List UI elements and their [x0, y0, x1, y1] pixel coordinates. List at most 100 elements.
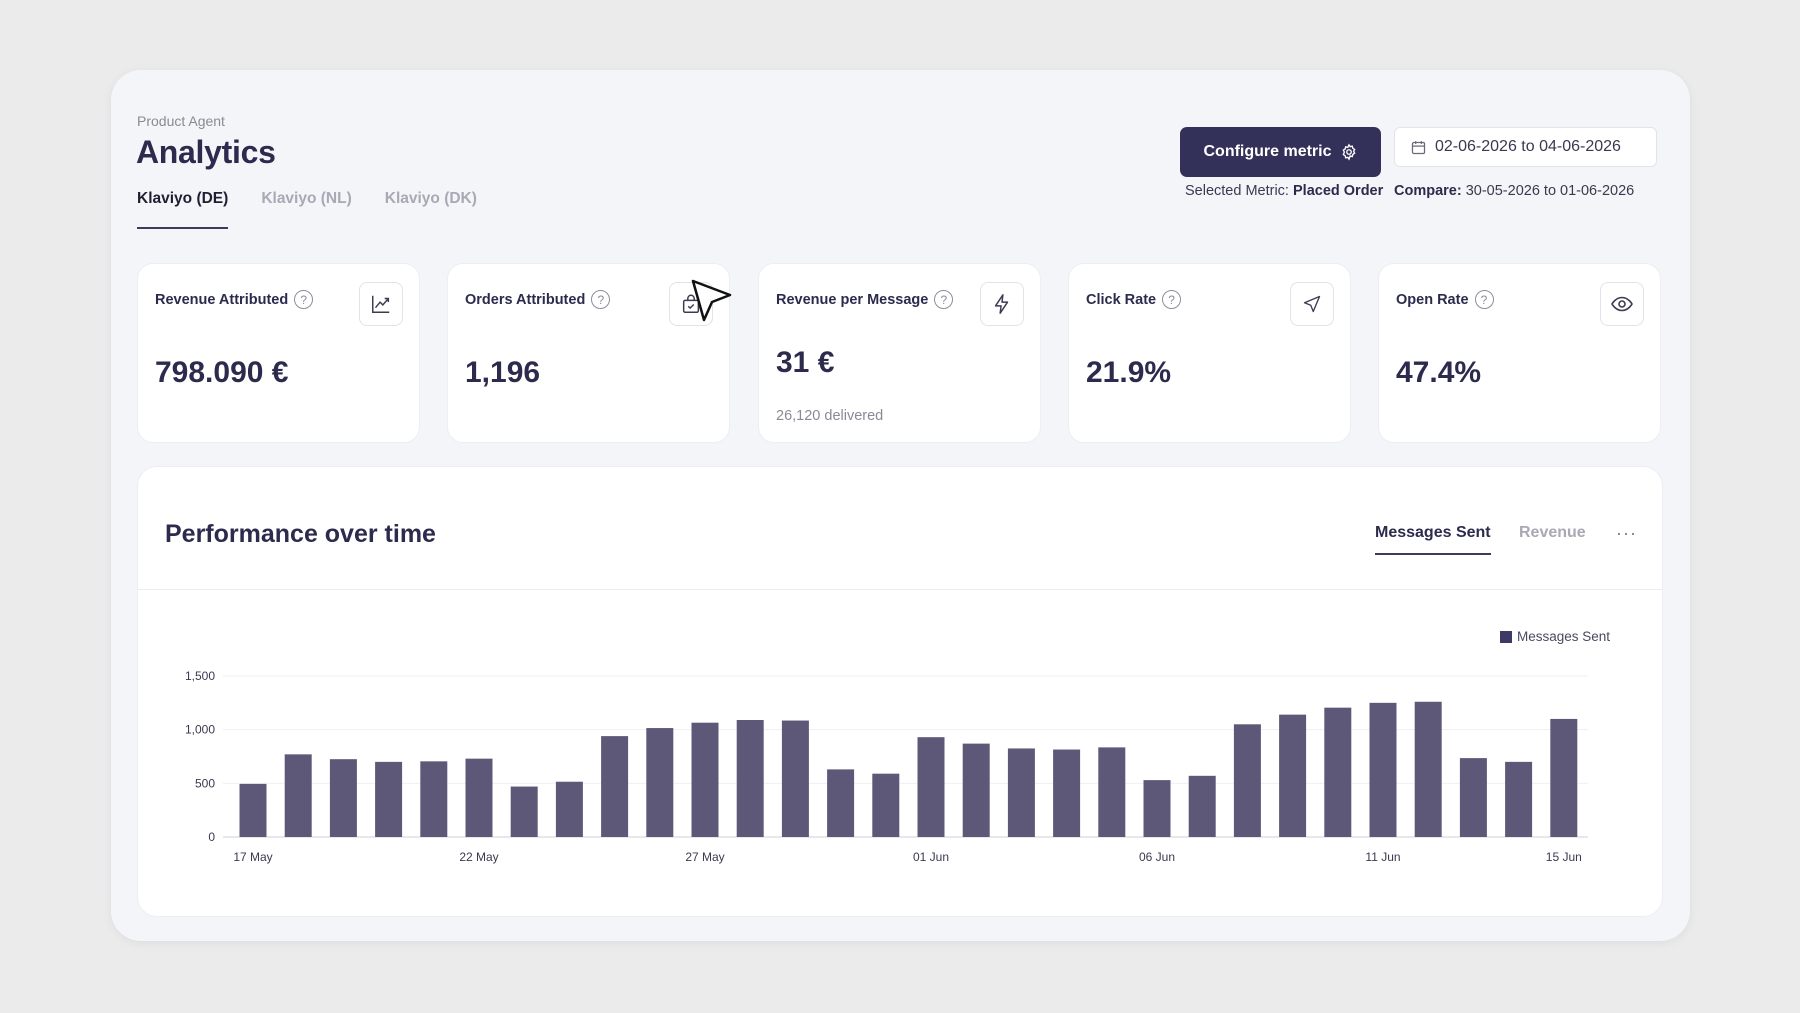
bar-28-may[interactable]	[736, 720, 764, 837]
kpi-card-revenue-attributed: Revenue Attributed ? 798.090 €	[137, 263, 420, 443]
calendar-icon	[1411, 140, 1426, 154]
y-tick-label: 500	[195, 776, 215, 790]
gear-icon	[1341, 143, 1356, 161]
mouse-pointer-icon	[691, 279, 732, 322]
date-range-text: 02-06-2026 to 04-06-2026	[1435, 138, 1621, 155]
compare-range: Compare: 30-05-2026 to 01-06-2026	[1394, 183, 1634, 199]
account-tabs: Klaviyo (DE) Klaviyo (NL) Klaviyo (DK)	[137, 190, 477, 230]
bar-23-may[interactable]	[510, 786, 538, 837]
y-tick-label: 1,000	[185, 723, 215, 737]
bar-30-may[interactable]	[827, 769, 855, 837]
kpi-card-click-rate: Click Rate ? 21.9%	[1068, 263, 1351, 443]
help-icon[interactable]: ?	[934, 290, 954, 309]
selected-metric-value: Placed Order	[1293, 183, 1384, 199]
bar-07-jun[interactable]	[1188, 775, 1216, 837]
bar-20-may[interactable]	[375, 761, 403, 837]
legend-swatch	[1500, 630, 1512, 643]
x-tick-label: 22 May	[459, 850, 498, 864]
bar-19-may[interactable]	[329, 759, 357, 837]
compare-label: Compare:	[1394, 183, 1462, 199]
card-value: 47.4%	[1396, 356, 1482, 389]
bar-21-may[interactable]	[420, 761, 448, 837]
legend-label: Messages Sent	[1517, 629, 1611, 644]
bar-18-may[interactable]	[284, 754, 312, 837]
card-title: Revenue Attributed	[155, 291, 289, 308]
more-options-button[interactable]: ···	[1616, 523, 1637, 543]
tab-klaviyo-de[interactable]: Klaviyo (DE)	[137, 190, 229, 230]
bar-12-jun[interactable]	[1414, 701, 1442, 837]
help-icon[interactable]: ?	[1162, 290, 1182, 309]
kpi-card-open-rate: Open Rate ? 47.4%	[1378, 263, 1661, 443]
breadcrumb: Product Agent	[137, 113, 225, 129]
help-icon[interactable]: ?	[591, 290, 611, 309]
x-tick-label: 27 May	[685, 850, 724, 864]
selected-metric: Selected Metric: Placed Order	[1185, 183, 1383, 199]
card-title-wrap: Revenue per Message ?	[776, 290, 954, 309]
eye-icon	[1600, 282, 1644, 326]
bar-14-jun[interactable]	[1505, 761, 1533, 837]
card-value: 1,196	[465, 356, 541, 389]
bar-08-jun[interactable]	[1233, 724, 1261, 837]
bar-24-may[interactable]	[555, 781, 583, 837]
card-title-wrap: Revenue Attributed ?	[155, 290, 314, 309]
bar-13-jun[interactable]	[1459, 758, 1487, 837]
card-title: Click Rate	[1086, 291, 1157, 308]
navigation-arrow-icon	[1290, 282, 1334, 326]
bar-15-jun[interactable]	[1550, 718, 1578, 837]
bar-27-may[interactable]	[691, 722, 719, 837]
tab-klaviyo-dk[interactable]: Klaviyo (DK)	[384, 190, 477, 207]
bar-31-may[interactable]	[872, 773, 900, 837]
bar-02-jun[interactable]	[962, 743, 990, 837]
kpi-card-orders-attributed: Orders Attributed ? 1,196	[447, 263, 730, 443]
y-tick-label: 1,500	[185, 669, 215, 683]
x-tick-label: 11 Jun	[1365, 850, 1400, 864]
performance-panel: Performance over time Messages Sent Reve…	[137, 466, 1663, 917]
bar-17-may[interactable]	[239, 783, 267, 837]
bar-26-may[interactable]	[646, 728, 674, 837]
chart-legend: Messages Sent	[1500, 629, 1610, 644]
bar-01-jun[interactable]	[917, 737, 945, 837]
card-value: 21.9%	[1086, 356, 1172, 389]
card-title-wrap: Click Rate ?	[1086, 290, 1182, 309]
card-title: Revenue per Message	[776, 291, 929, 308]
kpi-card-revenue-per-message: Revenue per Message ? 31 € 26,120 delive…	[758, 263, 1041, 443]
configure-metric-label: Configure metric	[1203, 143, 1332, 160]
card-title-wrap: Open Rate ?	[1396, 290, 1494, 309]
card-title: Orders Attributed	[465, 291, 586, 308]
selected-metric-label: Selected Metric:	[1185, 183, 1289, 199]
y-tick-label: 0	[208, 830, 215, 844]
performance-header: Performance over time Messages Sent Reve…	[138, 467, 1662, 590]
tab-klaviyo-nl[interactable]: Klaviyo (NL)	[261, 190, 352, 207]
x-tick-label: 01 Jun	[913, 850, 949, 864]
performance-title: Performance over time	[165, 520, 436, 548]
card-title: Open Rate	[1396, 291, 1469, 308]
date-range-picker[interactable]: 02-06-2026 to 04-06-2026	[1394, 127, 1657, 167]
bar-09-jun[interactable]	[1279, 714, 1307, 837]
card-value: 31 €	[776, 346, 835, 379]
help-icon[interactable]: ?	[1474, 290, 1494, 309]
bar-06-jun[interactable]	[1143, 780, 1171, 837]
compare-value: 30-05-2026 to 01-06-2026	[1465, 183, 1635, 199]
tab-revenue[interactable]: Revenue	[1519, 524, 1586, 541]
card-subtext: 26,120 delivered	[776, 408, 884, 424]
x-tick-label: 15 Jun	[1546, 850, 1582, 864]
card-value: 798.090 €	[155, 356, 289, 389]
bar-05-jun[interactable]	[1098, 747, 1126, 837]
bar-25-may[interactable]	[601, 736, 629, 837]
page-title: Analytics	[136, 134, 276, 170]
x-tick-label: 17 May	[233, 850, 272, 864]
trending-up-icon	[359, 282, 403, 326]
card-title-wrap: Orders Attributed ?	[465, 290, 611, 309]
lightning-icon	[980, 282, 1024, 326]
help-icon[interactable]: ?	[294, 290, 314, 309]
x-tick-label: 06 Jun	[1139, 850, 1175, 864]
messages-sent-bar-chart: 0 500 1,000 1,500 17 May 22 May 27 May 01 Jun 06…	[185, 669, 1588, 864]
configure-metric-button[interactable]: Configure metric	[1180, 127, 1381, 177]
bar-29-may[interactable]	[781, 720, 809, 837]
bar-03-jun[interactable]	[1007, 748, 1035, 837]
bar-10-jun[interactable]	[1324, 707, 1352, 837]
bar-11-jun[interactable]	[1369, 702, 1397, 837]
bar-04-jun[interactable]	[1053, 749, 1081, 837]
tab-messages-sent[interactable]: Messages Sent	[1375, 524, 1491, 555]
bar-22-may[interactable]	[465, 758, 493, 837]
